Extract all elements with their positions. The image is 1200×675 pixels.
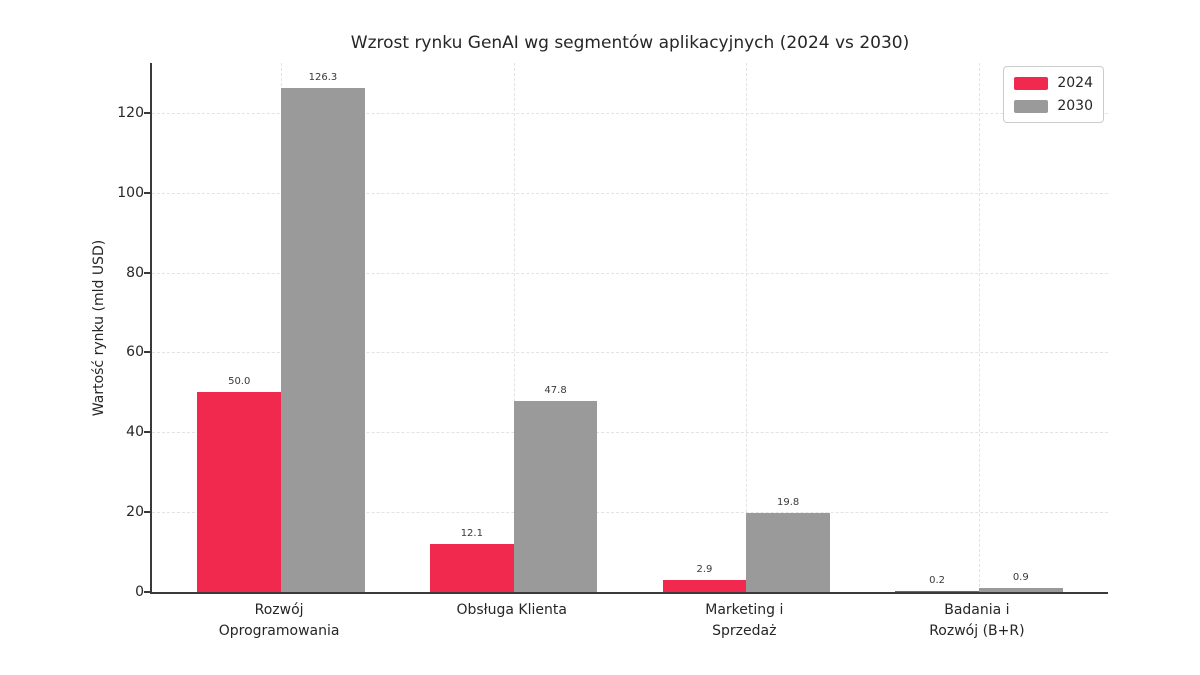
y-tick-mark-0 <box>144 591 150 593</box>
y-tick-mark-80 <box>144 271 150 274</box>
gridline-horizontal-100 <box>152 192 1108 194</box>
y-tick-label-120: 120 <box>117 104 144 121</box>
gridline-vertical-1 <box>513 63 515 592</box>
legend-item-2030: 2030 <box>1014 98 1093 114</box>
bar-value-label-2030-0: 126.3 <box>308 71 338 83</box>
gridline-horizontal-60 <box>152 352 1108 354</box>
bar-2030-1 <box>513 401 598 592</box>
bar-value-label-2024-3: 0.2 <box>929 575 945 587</box>
bar-2024-1 <box>429 543 514 592</box>
bar-2030-3 <box>978 588 1063 592</box>
y-tick-mark-40 <box>144 431 150 434</box>
gridline-horizontal-40 <box>152 432 1108 434</box>
y-tick-label-60: 60 <box>126 344 144 361</box>
legend-swatch-2030 <box>1014 99 1049 113</box>
bar-value-label-2030-2: 19.8 <box>777 496 800 508</box>
y-tick-label-20: 20 <box>126 504 144 521</box>
x-tick-label-3: Badania i Rozwój (B+R) <box>929 602 1025 639</box>
gridline-horizontal-120 <box>152 112 1108 114</box>
bar-2030-0 <box>281 87 365 592</box>
bar-2024-2 <box>662 580 747 592</box>
bar-value-label-2024-1: 12.1 <box>460 527 483 539</box>
y-tick-label-0: 0 <box>135 584 144 600</box>
legend: 2024 2030 <box>1003 66 1104 123</box>
y-tick-label-40: 40 <box>126 424 144 441</box>
legend-label-2024: 2024 <box>1057 75 1093 91</box>
bar-value-label-2024-0: 50.0 <box>228 376 251 388</box>
bar-2030-2 <box>746 512 831 592</box>
x-tick-label-2: Marketing i Sprzedaż <box>705 602 784 639</box>
bar-2024-3 <box>895 591 979 592</box>
y-tick-mark-120 <box>144 111 150 114</box>
y-tick-label-80: 80 <box>126 264 144 281</box>
y-tick-mark-100 <box>144 191 150 194</box>
bar-value-label-2024-2: 2.9 <box>696 564 713 576</box>
legend-label-2030: 2030 <box>1057 98 1093 114</box>
bar-2024-0 <box>197 392 282 592</box>
bar-value-label-2030-3: 0.9 <box>1012 572 1029 584</box>
y-tick-label-100: 100 <box>117 184 144 201</box>
bar-value-label-2030-1: 47.8 <box>544 385 567 397</box>
gridline-vertical-2 <box>746 63 748 592</box>
chart-title: Wzrost rynku GenAI wg segmentów aplikacy… <box>350 33 910 53</box>
plot-area: 50.0 126.3 12.1 47.8 2.9 19.8 0.2 0.9 <box>150 63 1108 594</box>
gridline-horizontal-20 <box>152 512 1108 514</box>
y-tick-mark-20 <box>144 511 150 514</box>
gridline-horizontal-80 <box>152 272 1108 274</box>
x-tick-label-0: Rozwój Oprogramowania <box>218 602 340 639</box>
gridline-vertical-3 <box>978 63 980 592</box>
x-tick-label-1: Obsługa Klienta <box>456 602 567 618</box>
legend-swatch-2024 <box>1014 76 1049 90</box>
y-tick-mark-60 <box>144 351 150 354</box>
legend-item-2024: 2024 <box>1014 75 1093 91</box>
